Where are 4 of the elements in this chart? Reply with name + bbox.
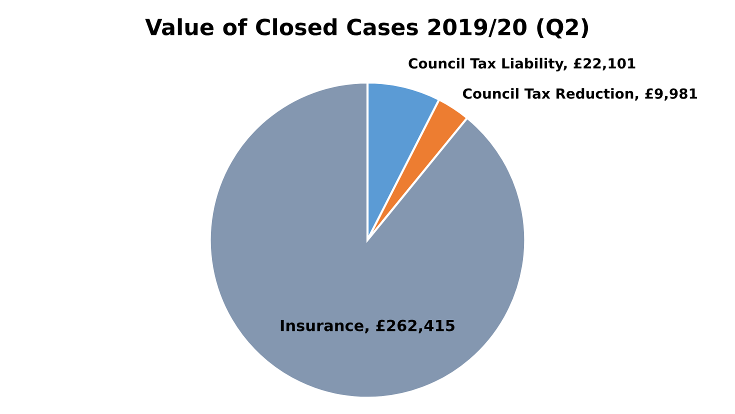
slice-label: Council Tax Liability, £22,101	[408, 58, 636, 72]
slice-label: Council Tax Reduction, £9,981	[462, 88, 697, 101]
slice-label: Insurance, £262,415	[280, 320, 454, 334]
chart-title: Value of Closed Cases 2019/20 (Q2)	[145, 18, 588, 38]
